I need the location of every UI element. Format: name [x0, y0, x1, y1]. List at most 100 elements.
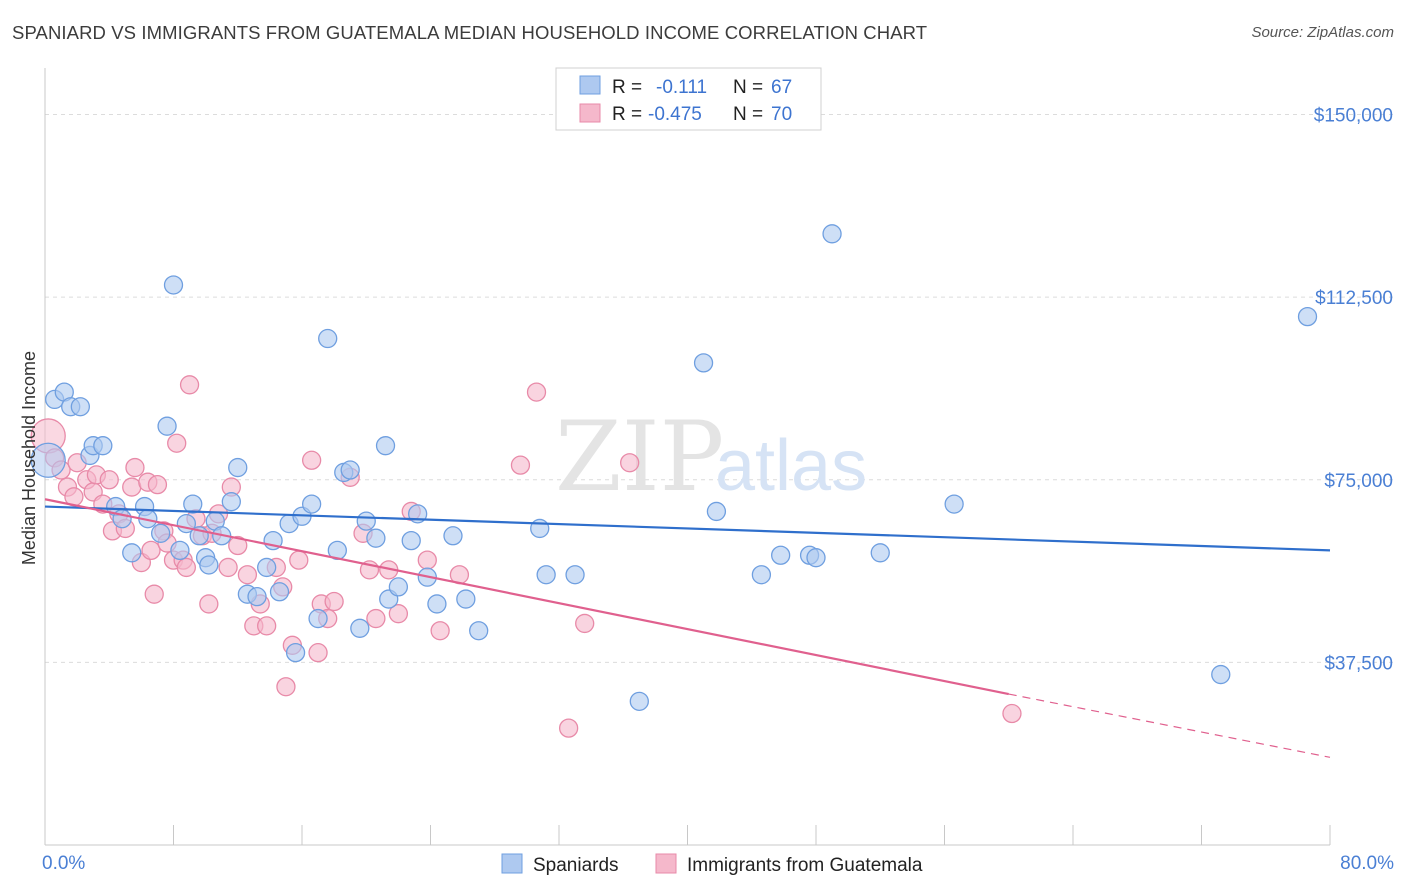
guatemala-point-62	[558, 718, 579, 738]
spaniards-point-55	[565, 565, 585, 585]
spaniards-point-30	[269, 582, 290, 602]
spaniards-point-14	[157, 416, 177, 436]
chart-title: SPANIARD VS IMMIGRANTS FROM GUATEMALA ME…	[12, 22, 928, 43]
trendline-0	[44, 505, 1331, 552]
legend-r-label: R =	[612, 77, 642, 98]
spaniards-point-16	[170, 540, 190, 561]
y-tick-label-0: $37,500	[1324, 653, 1393, 674]
legend-swatch-guatemala	[579, 103, 601, 123]
spaniards-point-46	[401, 530, 421, 551]
legend-r-label: R =	[612, 104, 642, 125]
spaniards-point-52	[469, 621, 489, 641]
guatemala-point-57	[417, 550, 437, 570]
guatemala-point-45	[301, 450, 322, 470]
legend-n-value-spaniards: 67	[771, 77, 792, 98]
trendlines	[44, 498, 1331, 758]
spaniards-point-40	[350, 618, 370, 638]
spaniards-point-35	[308, 608, 328, 629]
spaniards-point-43	[375, 436, 396, 456]
spaniards-point-36	[318, 328, 338, 349]
guatemala-point-58	[430, 621, 450, 641]
spaniards-point-21	[199, 555, 219, 575]
trendline-1	[44, 498, 1009, 696]
spaniards-point-63	[822, 224, 842, 244]
guatemala-point-19	[144, 584, 164, 604]
spaniards-point-49	[427, 594, 447, 614]
spaniards-point-66	[1211, 664, 1231, 685]
spaniards-point-39	[340, 460, 360, 480]
guatemala-point-14	[122, 477, 142, 497]
guatemala-point-64	[620, 453, 640, 473]
spaniards-point-4	[70, 397, 90, 417]
legend-r-value-guatemala: -0.475	[648, 104, 702, 125]
bottom-legend-swatch-guatemala	[655, 853, 677, 874]
guatemala-point-10	[99, 470, 119, 490]
guatemala-point-30	[199, 594, 219, 614]
guatemala-point-18	[141, 540, 161, 561]
legend-n-label: N =	[733, 77, 763, 98]
y-tick-label-2: $112,500	[1315, 288, 1393, 309]
guatemala-point-36	[237, 565, 258, 585]
legend-n-label: N =	[733, 104, 763, 125]
legend-box: R = -0.111 N = 67 R = -0.475 N = 70	[555, 67, 822, 131]
spaniards-point-54	[536, 565, 556, 585]
legend-swatch-spaniards	[579, 75, 601, 95]
guatemala-point-44	[289, 550, 309, 570]
spaniards-point-50	[443, 526, 463, 546]
legend-r-value-spaniards: -0.111	[656, 77, 707, 98]
guatemala-point-46	[308, 642, 328, 663]
spaniards-point-32	[285, 642, 306, 663]
guatemala-point-55	[388, 604, 409, 624]
spaniards-point-13	[150, 523, 171, 543]
guatemala-point-49	[324, 591, 344, 612]
watermark-atlas: atlas	[715, 426, 867, 506]
spaniards-point-7	[93, 436, 113, 456]
spaniards-point-57	[693, 353, 714, 373]
bottom-legend-label-spaniards: Spaniards	[533, 855, 619, 876]
spaniards-point-65	[944, 494, 964, 514]
trendline-2	[1008, 693, 1331, 758]
spaniards-point-62	[806, 548, 826, 568]
y-tick-label-3: $150,000	[1314, 106, 1393, 127]
bottom-legend-swatch-spaniards	[501, 853, 523, 874]
spaniards-point-28	[257, 557, 277, 578]
x-tick-min: 0.0%	[42, 853, 85, 874]
spaniards-point-41	[356, 511, 376, 531]
legend-n-value-guatemala: 70	[771, 104, 792, 125]
guatemala-point-27	[179, 375, 200, 395]
spaniards-point-0	[30, 442, 66, 478]
spaniards-point-58	[706, 501, 727, 522]
spaniards-point-56	[629, 691, 649, 711]
guatemala-point-63	[575, 613, 595, 634]
x-tick-max: 80.0%	[1340, 853, 1394, 874]
spaniards-point-59	[751, 565, 772, 585]
spaniards-point-18	[183, 494, 203, 514]
spaniards-point-10	[122, 543, 142, 563]
spaniards-point-25	[228, 457, 248, 478]
spaniards-point-51	[456, 589, 476, 609]
guatemala-point-42	[276, 677, 296, 697]
spaniards-point-42	[366, 528, 386, 548]
guatemala-point-20	[147, 474, 168, 495]
guatemala-point-61	[526, 382, 547, 402]
guatemala-point-15	[125, 457, 145, 478]
guatemala-point-24	[167, 433, 187, 453]
guatemala-point-39	[257, 616, 277, 636]
spaniards-point-45	[388, 577, 409, 597]
y-axis-label: Median Household Income	[19, 351, 39, 565]
bottom-legend: Spaniards Immigrants from Guatemala	[501, 853, 923, 876]
y-tick-label-1: $75,000	[1324, 471, 1393, 492]
series-spaniards-points	[30, 224, 1318, 711]
source-label: Source: ZipAtlas.com	[1251, 24, 1394, 41]
guatemala-point-60	[510, 455, 531, 475]
spaniards-point-34	[301, 494, 322, 514]
spaniards-point-60	[771, 545, 791, 565]
bottom-legend-label-guatemala: Immigrants from Guatemala	[687, 855, 923, 876]
guatemala-point-65	[1002, 703, 1022, 724]
spaniards-point-9	[112, 509, 132, 529]
spaniards-point-64	[870, 543, 890, 563]
spaniards-point-67	[1297, 306, 1318, 327]
guatemala-point-53	[366, 608, 386, 629]
spaniards-point-27	[247, 586, 267, 607]
